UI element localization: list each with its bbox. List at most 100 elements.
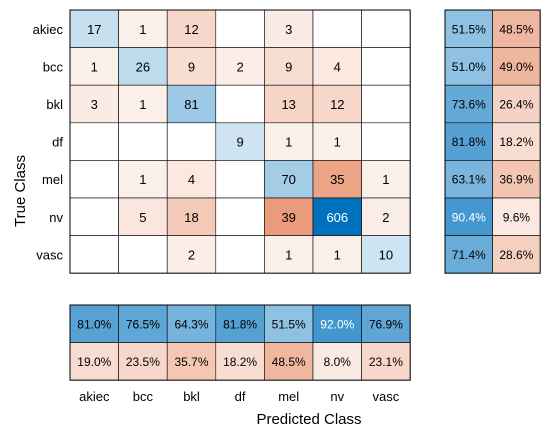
- col-summary-incorrect-cell: [69, 342, 119, 381]
- col-summary-value: 81.8%: [223, 317, 257, 331]
- matrix-cell: [361, 47, 411, 86]
- matrix-cell-value: 1: [139, 172, 146, 187]
- matrix-cell: [361, 160, 411, 199]
- y-axis-title: True Class: [12, 155, 29, 227]
- matrix-cell-value: 81: [184, 97, 198, 112]
- col-summary-correct-cell: [361, 304, 411, 343]
- y-tick-label: nv: [49, 210, 63, 225]
- x-axis-title: Predicted Class: [256, 411, 361, 428]
- matrix-cell-value: 1: [285, 135, 292, 150]
- row-summary-value: 90.4%: [452, 210, 486, 224]
- matrix-cell-value: 12: [184, 22, 198, 37]
- matrix-cell-value: 1: [334, 247, 341, 262]
- matrix-cell: [312, 160, 362, 199]
- row-summary-value: 28.6%: [499, 248, 533, 262]
- matrix-cell-value: 70: [281, 172, 295, 187]
- col-summary-value: 23.1%: [369, 355, 403, 369]
- matrix-cell: [215, 84, 265, 124]
- row-summary-value: 18.2%: [499, 135, 533, 149]
- matrix-border: [69, 9, 411, 274]
- matrix-cell: [69, 160, 119, 199]
- row-summary-value: 51.5%: [452, 22, 486, 36]
- matrix-cell-value: 10: [379, 247, 393, 262]
- axis-labels: akiec akiec bcc bcc bkl bkl df df mel mel nv nv vasc…: [33, 22, 400, 404]
- row-summary-correct-cell: [444, 47, 493, 86]
- matrix-cell: [69, 197, 119, 236]
- col-summary-value: 48.5%: [272, 355, 306, 369]
- x-tick-label: vasc: [373, 389, 400, 404]
- matrix-cell: [215, 235, 265, 274]
- matrix-cell-value: 4: [188, 172, 195, 187]
- col-summary-value: 51.5%: [272, 317, 306, 331]
- col-summary-incorrect-cell: [215, 342, 265, 381]
- matrix-cell: [118, 160, 168, 199]
- matrix-cell: [312, 197, 362, 236]
- matrix-cell-value: 1: [334, 135, 341, 150]
- col-summary-incorrect-cell: [361, 342, 411, 381]
- y-tick-label: bkl: [46, 97, 63, 112]
- matrix-cell-value: 1: [382, 172, 389, 187]
- matrix-cell-value: 3: [91, 97, 98, 112]
- matrix-cell: [215, 47, 265, 86]
- y-tick-label: bcc: [43, 59, 64, 74]
- column-summary: 81.0% 76.5% 64.3% 81.8% 51.5% 92.0% 76.9% 19.0%…: [69, 304, 411, 381]
- x-tick-label: nv: [330, 389, 344, 404]
- matrix-cell: [118, 9, 168, 48]
- matrix-cell: [166, 122, 217, 161]
- row-summary-value: 26.4%: [499, 98, 533, 112]
- matrix-cell: [215, 122, 265, 161]
- x-tick-label: mel: [278, 389, 299, 404]
- x-tick-label: bcc: [133, 389, 154, 404]
- matrix-cell: [166, 235, 217, 274]
- matrix-cell: [264, 122, 314, 161]
- matrix-cell-value: 9: [236, 135, 243, 150]
- row-summary-value: 51.0%: [452, 60, 486, 74]
- matrix-cell: [361, 122, 411, 161]
- matrix-cell: [69, 9, 119, 48]
- matrix-cell: [361, 197, 411, 236]
- row-summary-value: 36.9%: [499, 173, 533, 187]
- matrix-cell: [312, 235, 362, 274]
- matrix-cell-value: 2: [188, 247, 195, 262]
- row-summary-value: 49.0%: [499, 60, 533, 74]
- col-summary-value: 18.2%: [223, 355, 257, 369]
- col-summary-value: 92.0%: [320, 317, 354, 331]
- col-summary-correct-cell: [264, 304, 314, 343]
- matrix-cell-value: 1: [91, 59, 98, 74]
- matrix-cell: [69, 122, 119, 161]
- col-summary-incorrect-cell: [166, 342, 217, 381]
- x-tick-label: bkl: [183, 389, 200, 404]
- col-summary-value: 81.0%: [77, 317, 111, 331]
- matrix-cell: [215, 160, 265, 199]
- y-tick-label: akiec: [33, 22, 64, 37]
- matrix-cell: [264, 160, 314, 199]
- matrix-cell-value: 35: [330, 172, 344, 187]
- matrix-cell: [312, 47, 362, 86]
- matrix-cell-value: 18: [184, 210, 198, 225]
- matrix-cell: [118, 47, 168, 86]
- matrix-cell-value: 13: [281, 97, 295, 112]
- row-summary-value: 9.6%: [503, 210, 531, 224]
- matrix-cell-value: 26: [136, 59, 150, 74]
- col-summary-value: 76.5%: [126, 317, 160, 331]
- matrix-cell-value: 12: [330, 97, 344, 112]
- matrix-cell: [215, 197, 265, 236]
- matrix-cell-value: 39: [281, 210, 295, 225]
- matrix-cell: [361, 9, 411, 48]
- matrix-cell-value: 2: [382, 210, 389, 225]
- matrix-cell-value: 1: [285, 247, 292, 262]
- matrix-cell-value: 3: [285, 22, 292, 37]
- row-summary-incorrect-cell: [492, 235, 541, 274]
- col-summary-value: 64.3%: [174, 317, 208, 331]
- col-summary-value: 19.0%: [77, 355, 111, 369]
- y-tick-label: vasc: [36, 247, 63, 262]
- matrix-cell: [118, 122, 168, 161]
- matrix-cell-value: 1: [139, 97, 146, 112]
- matrix-cell: [215, 9, 265, 48]
- row-summary-value: 48.5%: [499, 22, 533, 36]
- row-summary-incorrect-cell: [492, 160, 541, 199]
- row-summary-incorrect-cell: [492, 122, 541, 161]
- x-tick-label: akiec: [79, 389, 110, 404]
- matrix-cell-value: 9: [188, 59, 195, 74]
